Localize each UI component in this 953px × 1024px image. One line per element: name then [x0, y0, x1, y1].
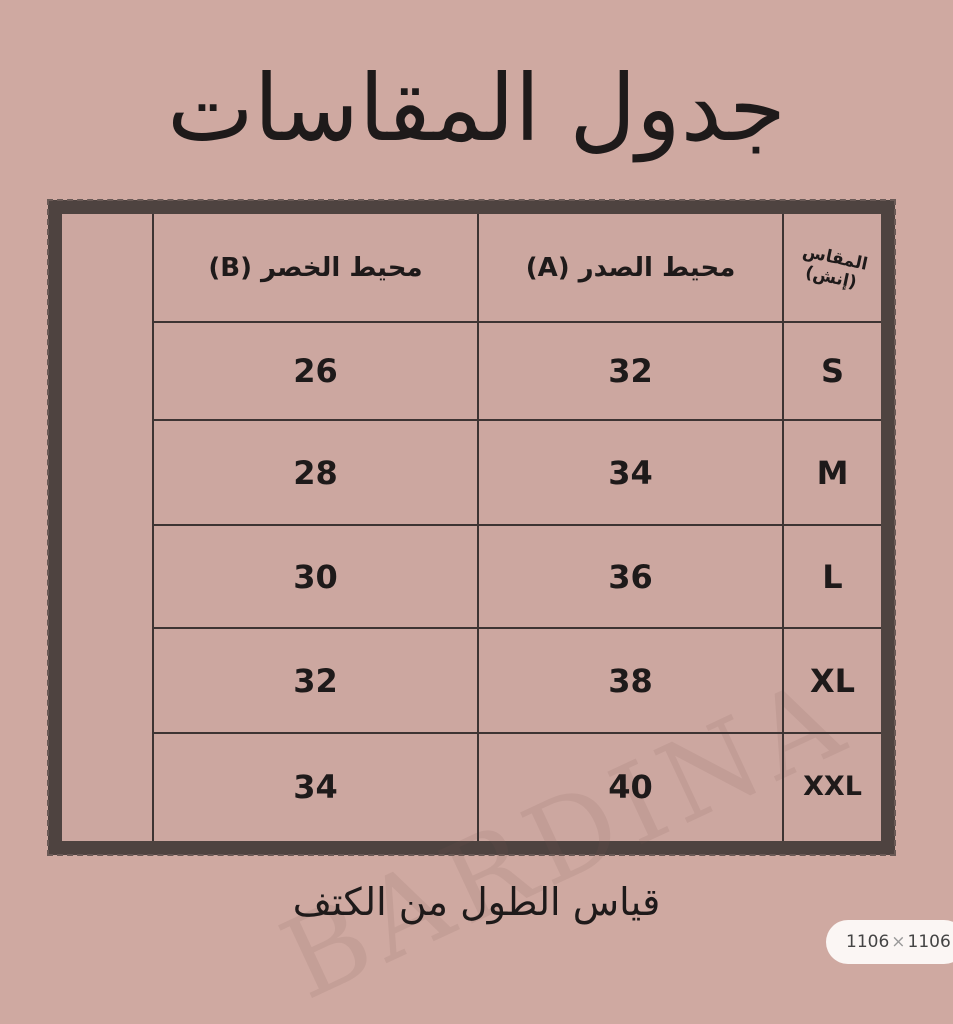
cell-chest: 34 [608, 453, 653, 492]
row-divider [152, 732, 881, 734]
cell-size: S [820, 352, 845, 390]
header-size-cell: المقاس (إنش) [784, 214, 881, 321]
cell-waist: 32 [293, 661, 338, 700]
page-title: جدول المقاسات [167, 55, 786, 162]
row-divider [152, 524, 881, 526]
cell-waist: 28 [293, 453, 338, 492]
header-waist: محيط الخصر (B) [208, 252, 423, 283]
cell-waist: 26 [293, 352, 338, 390]
column-divider [477, 214, 479, 841]
cell-size: XXL [803, 771, 862, 802]
cell-chest: 40 [608, 767, 653, 806]
cell-size: M [816, 453, 849, 492]
footer-note: قياس الطول من الكتف [292, 880, 661, 924]
row-divider [152, 419, 881, 421]
header-chest: محيط الصدر (A) [525, 252, 736, 283]
badge-width: 1106 [846, 932, 890, 952]
column-divider [152, 214, 154, 841]
size-table: BARDINA محيط الخصر (B) محيط الصدر (A) ال… [47, 199, 896, 1024]
badge-height: 1106 [907, 932, 951, 952]
header-size: المقاس (إنش) [800, 241, 869, 293]
cell-chest: 38 [608, 661, 653, 700]
badge-times: × [891, 932, 906, 952]
row-divider [152, 321, 881, 323]
column-divider [782, 214, 784, 841]
cell-waist: 30 [293, 557, 338, 596]
image-size-badge: 1106 × 1106 [826, 920, 953, 964]
cell-size: XL [809, 661, 856, 700]
cell-waist: 34 [293, 767, 338, 806]
cell-chest: 32 [608, 352, 653, 390]
cell-chest: 36 [608, 557, 653, 596]
cell-size: L [822, 557, 843, 596]
row-divider [152, 627, 881, 629]
